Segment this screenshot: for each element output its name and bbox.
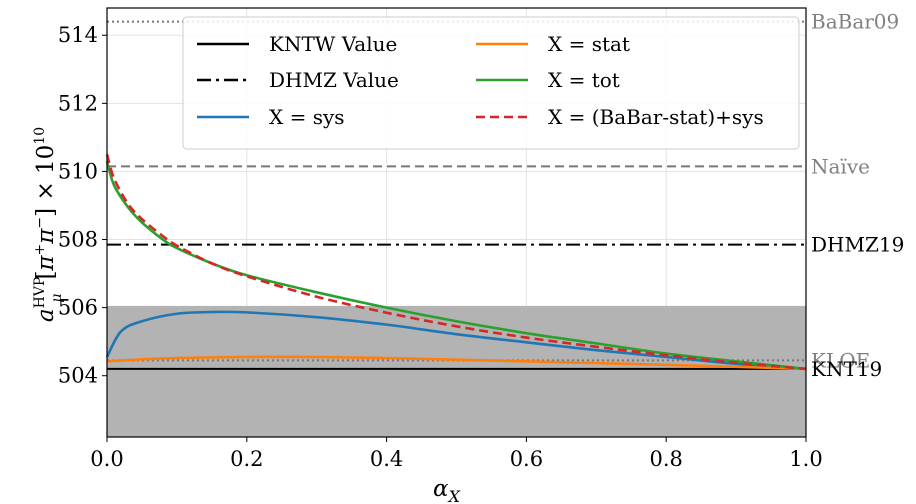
legend-item: X = sys (197, 105, 345, 129)
shaded-band (107, 305, 806, 437)
reference-label: DHMZ19 (811, 233, 904, 257)
legend-label: X = (BaBar-stat)+sys (548, 105, 764, 129)
legend-label: KNTW Value (269, 32, 397, 56)
plot-frame (106, 7, 807, 438)
kloe-band (107, 305, 806, 437)
series-line (105, 154, 807, 371)
legend-label: X = tot (548, 68, 620, 92)
y-tick-label: 506 (58, 296, 98, 320)
legend-label: X = stat (548, 32, 630, 56)
legend-item: DHMZ Value (197, 68, 399, 92)
y-tick-label: 514 (58, 23, 98, 47)
legend-item: X = tot (476, 68, 620, 92)
x-tick-label: 0.8 (649, 447, 682, 471)
y-tick-label: 512 (58, 91, 98, 115)
x-axis-label: αX (433, 476, 461, 504)
series-line (105, 160, 807, 371)
x-tick-label: 0.0 (90, 447, 123, 471)
series-line (105, 310, 807, 371)
series-lines (105, 154, 807, 371)
x-tick-label: 0.2 (230, 447, 263, 471)
legend: KNTW Value X = stat DHMZ Value X = tot X = s… (182, 16, 800, 150)
reference-label: KNT19 (811, 357, 882, 381)
y-tick-label: 508 (58, 228, 98, 252)
axes-frame (106, 7, 807, 438)
legend-item: X = stat (476, 32, 630, 56)
reference-label: BaBar09 (811, 10, 899, 34)
x-axis-title: αX (433, 476, 461, 504)
tick-labels: 0.0 0.2 0.4 0.6 0.8 1.0 504 506 508 510 512 514 (58, 23, 823, 471)
series-line (106, 355, 807, 371)
legend-box (182, 16, 800, 150)
y-axis-label: aHVPμ[π+π−] × 1010 (32, 127, 65, 322)
legend-label: X = sys (269, 105, 345, 129)
x-tick-label: 0.4 (370, 447, 403, 471)
y-tick-label: 510 (58, 159, 98, 183)
y-tick-label: 504 (58, 364, 98, 388)
legend-label: DHMZ Value (269, 68, 399, 92)
legend-item: KNTW Value (197, 32, 397, 56)
legend-item: X = (BaBar-stat)+sys (476, 105, 764, 129)
x-tick-label: 1.0 (789, 447, 822, 471)
y-axis-title: aHVPμ[π+π−] × 1010 (32, 127, 65, 322)
x-tick-label: 0.6 (510, 447, 543, 471)
reference-label: Naïve (811, 154, 870, 178)
reference-label: KLOE (811, 348, 870, 372)
